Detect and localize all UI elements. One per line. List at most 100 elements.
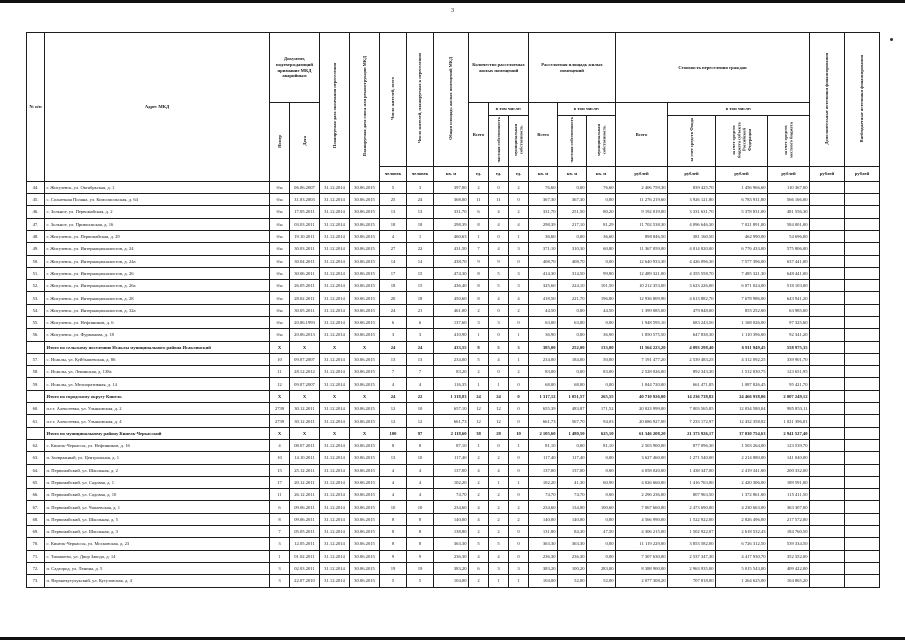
mkd-area-cell: 331,70 (433, 205, 469, 219)
additional-sources-cell (809, 475, 846, 490)
cost-local-cell: 184 760,50 (767, 525, 811, 539)
count-private-cell: 5 (488, 279, 509, 293)
residents-total-cell: 4 (379, 488, 407, 502)
cost-subject-cell: 4 312 092,25 (715, 352, 769, 367)
count-private-cell: 4 (488, 352, 509, 367)
cost-subject-cell: 2 420 306,00 (715, 475, 769, 490)
table-row: 60. п.г.т. Алексеевка, ул. Ульяновская, д… (26, 402, 881, 416)
additional-sources-cell (809, 291, 846, 305)
cost-fund-cell: 3 623 226,00 (667, 279, 717, 293)
cost-total-cell: 9 192 019,00 (615, 205, 669, 219)
address-cell: с. Солнечная Поляна, ул. Комсомольская, … (44, 193, 270, 207)
doc-date-cell: 09.06.2011 (289, 500, 320, 514)
count-total-cell: 4 (468, 512, 489, 527)
cost-total-cell: 1 844 720,00 (615, 377, 669, 391)
demolition-date-cell: 30.06.2015 (349, 279, 380, 293)
demolition-date-cell: X (349, 426, 380, 440)
cost-subject-cell: 2 419 341,00 (715, 463, 769, 477)
cost-subject-cell: 4 230 663,00 (715, 500, 769, 514)
unit-ed: ед. (488, 165, 509, 182)
area-total-cell: 1 317,12 (528, 389, 559, 404)
cost-total-cell: 11 367 059,00 (615, 242, 669, 256)
end-date-cell: 31.12.2014 (319, 500, 350, 514)
area-municipal-cell: 36,90 (586, 328, 617, 342)
row-number: 55. (26, 315, 45, 330)
demolition-date-cell: 30.06.2015 (349, 574, 380, 588)
count-private-cell: 4 (488, 291, 509, 305)
end-date-cell: 31.12.2014 (319, 377, 350, 391)
row-number (26, 340, 45, 354)
residents-planned-cell: 3 (406, 180, 434, 195)
address-cell: с. Исаклы, ул. Куйбышевская, д. 86 (44, 352, 270, 367)
doc-date-cell: 19.10.2011 (289, 229, 320, 244)
end-date-cell: 31.12.2014 (319, 525, 350, 539)
cost-local-header: за счет средств местного бюджета (767, 115, 811, 167)
row-number: 57. (26, 352, 45, 367)
private-property-label: частная собственность (569, 117, 575, 163)
cost-total-cell: 1 948 595,10 (615, 315, 669, 330)
area-municipal-cell: 76,60 (586, 180, 617, 195)
count-municipal-cell: 0 (507, 463, 530, 477)
extrabudget-sources-cell (844, 291, 881, 305)
col-header-extrabudget-sources: Внебюджетные источники финансирования (844, 32, 881, 167)
doc-date-cell: 31.03.2003 (289, 193, 320, 207)
col-header-count-group: Количество расселяемых жилых помещений (467, 32, 530, 103)
address-cell: с. Кинель-Черкассы, ул. Московская, д. 2… (44, 537, 270, 551)
area-municipal-cell: 81,29 (586, 217, 617, 231)
area-municipal-cell: 0,00 (586, 193, 617, 207)
count-private-cell: 5 (488, 266, 509, 281)
count-private-cell: 0 (488, 365, 509, 379)
area-municipal-cell: 47,50 (586, 525, 617, 539)
cost-subject-cell: 1 512 030,75 (715, 365, 769, 379)
doc-date-cell: 28.12.2012 (289, 365, 320, 379)
unit-sqm: кв. м (528, 165, 559, 182)
count-municipal-cell: 0 (507, 193, 530, 207)
area-municipal-cell: 83,00 (586, 365, 617, 379)
cost-total-cell: 4 058 020,00 (615, 463, 669, 477)
demolition-date-cell: 30.06.2015 (349, 242, 380, 256)
area-total-cell: 325,60 (528, 279, 559, 293)
area-municipal-cell: 625,10 (586, 426, 617, 440)
count-municipal-cell: 2 (507, 180, 530, 195)
count-total-cell: 1 (468, 229, 489, 244)
table-row: 70. с. Кинель-Черкассы, ул. Московская, д… (26, 537, 881, 551)
area-private-cell: 252,00 (557, 340, 588, 354)
residents-total-cell: 10 (379, 500, 407, 514)
address-cell: п. Первомайский, ул. Садовая, д. 1 (44, 475, 270, 490)
unit-rub: рублей (615, 165, 669, 182)
count-total-cell: 6 (468, 561, 489, 576)
extrabudget-sources-cell (844, 328, 881, 342)
count-municipal-cell: 1 (507, 574, 530, 588)
demolition-date-cell: 30.06.2015 (349, 549, 380, 563)
end-date-cell: 31.12.2014 (319, 414, 350, 428)
additional-sources-cell (809, 229, 846, 244)
table-body: 44. г. Жигулевск, ул. Октябрьская, д. 1 б/… (26, 180, 881, 588)
cost-local-cell: 985 853,11 (767, 402, 811, 416)
additional-sources-cell (809, 352, 846, 367)
doc-number-cell: 15 (269, 463, 290, 477)
municipal-property-label: муниципальная собственность (513, 124, 524, 156)
residents-planned-cell: 4 (406, 377, 434, 391)
residents-planned-cell: 5 (406, 574, 434, 588)
cost-total-cell: 12 489 321,00 (615, 266, 669, 281)
cost-total-cell: 7 307 630,00 (615, 549, 669, 563)
unit-ed: ед. (507, 165, 530, 182)
doc-date-cell: 25.12.2011 (289, 463, 320, 477)
planned-end-label: Планируемая дата окончания переселения (331, 63, 337, 149)
cost-fund-cell: 3 853 582,00 (667, 537, 717, 551)
area-total-cell: 655,39 (528, 402, 559, 416)
area-private-cell: 367,30 (557, 193, 588, 207)
area-municipal-cell: 0,00 (586, 512, 617, 527)
additional-sources-cell (809, 574, 846, 588)
table-row: 67. п. Первомайский, ул. Чапаевская, д. 1… (26, 500, 881, 514)
count-private-header: частная собственность (488, 115, 509, 167)
cost-subject-cell: 7 485 321,30 (715, 266, 769, 281)
doc-number-cell: 6 (269, 500, 290, 514)
extrabudget-sources-cell (844, 217, 881, 231)
mkd-area-cell: 460,63 (433, 229, 469, 244)
address-cell: г. Жигулевск, ул. Октябрьская, д. 1 (44, 180, 270, 195)
end-date-cell: 31.12.2014 (319, 488, 350, 502)
area-total-cell: 236,30 (528, 549, 559, 563)
demolition-date-cell: 30.06.2015 (349, 438, 380, 453)
cost-fund-cell: 7 003 565,85 (667, 402, 717, 416)
